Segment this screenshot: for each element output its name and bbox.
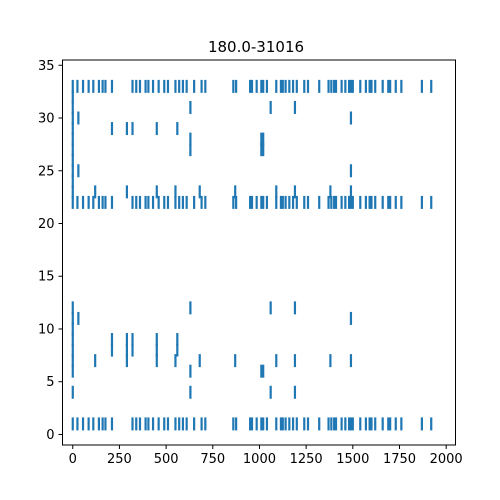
event-marks (71, 79, 433, 431)
chart-title: 180.0-31016 (208, 38, 304, 56)
y-tick-label: 35 (38, 59, 55, 74)
event-row-1 (71, 417, 433, 431)
event-row-33 (71, 79, 433, 93)
event-row-11 (71, 311, 353, 325)
event-row-31 (71, 100, 297, 114)
x-tick-label: 750 (200, 452, 225, 467)
y-tick-label: 25 (38, 164, 55, 179)
x-tick-label: 1250 (290, 452, 323, 467)
y-tick-label: 5 (46, 375, 54, 390)
x-tick-label: 1500 (336, 452, 369, 467)
event-row-9 (71, 333, 179, 347)
event-row-22 (71, 195, 433, 209)
event-row-27 (71, 143, 265, 157)
y-tick-label: 30 (38, 112, 55, 127)
event-row-28 (71, 132, 265, 146)
x-tick-label: 250 (107, 452, 132, 467)
y-tick-label: 15 (38, 270, 55, 285)
event-row-4 (71, 385, 297, 399)
x-tick-label: 0 (69, 452, 77, 467)
event-row-8 (71, 343, 179, 357)
x-tick-label: 1750 (383, 452, 416, 467)
y-tick-label: 0 (46, 428, 54, 443)
y-axis: 0 5 10 15 20 25 30 35 (38, 59, 63, 443)
event-row-12 (71, 301, 297, 315)
x-tick-label: 2000 (430, 452, 463, 467)
event-row-30 (71, 111, 353, 125)
x-tick-label: 1000 (243, 452, 276, 467)
y-tick-label: 10 (38, 322, 55, 337)
event-row-23 (71, 185, 353, 199)
plot-frame (62, 59, 456, 446)
y-tick-label: 20 (38, 217, 55, 232)
event-row-6 (71, 364, 265, 378)
x-axis: 0 250 500 750 1000 1250 1500 1750 2000 (69, 445, 463, 467)
event-row-29 (71, 122, 179, 136)
event-row-25 (71, 164, 353, 178)
x-tick-label: 500 (154, 452, 179, 467)
event-row-7 (71, 354, 353, 368)
